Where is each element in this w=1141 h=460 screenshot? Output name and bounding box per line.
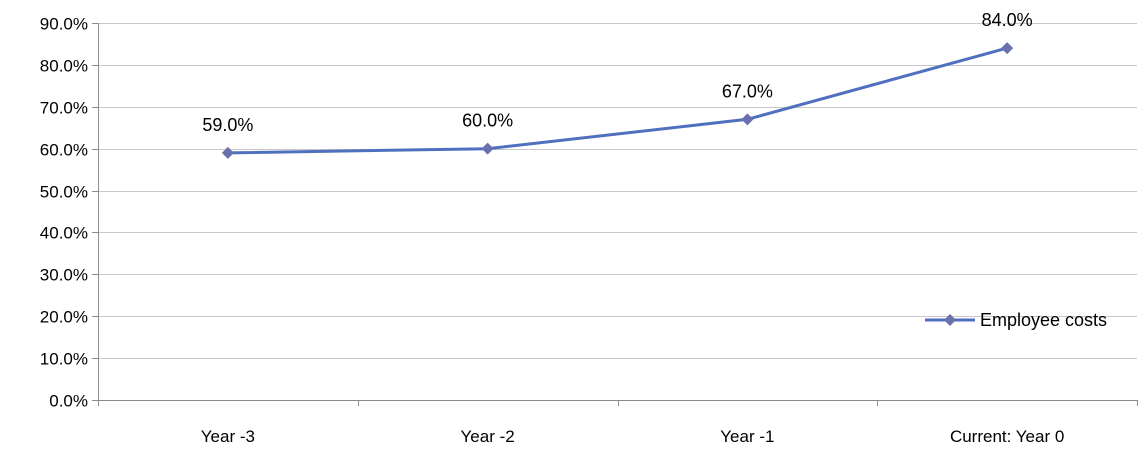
y-tick-label: 20.0% bbox=[40, 308, 88, 327]
gridlines bbox=[98, 23, 1137, 359]
y-tick-label: 50.0% bbox=[40, 183, 88, 202]
data-labels: 59.0% 60.0% 67.0% 84.0% bbox=[202, 10, 1032, 135]
y-tick-label: 0.0% bbox=[49, 392, 88, 411]
legend-marker bbox=[944, 314, 956, 326]
y-tick-label: 90.0% bbox=[40, 15, 88, 34]
data-label: 60.0% bbox=[462, 111, 513, 131]
data-point-marker bbox=[221, 146, 234, 159]
data-label: 84.0% bbox=[982, 10, 1033, 30]
axes bbox=[92, 23, 1138, 406]
x-tick-label: Year -1 bbox=[720, 427, 774, 446]
x-tick-label: Year -3 bbox=[201, 427, 255, 446]
y-tick-label: 70.0% bbox=[40, 99, 88, 118]
legend-label: Employee costs bbox=[980, 310, 1107, 330]
data-point-marker bbox=[481, 142, 494, 155]
data-point-marker bbox=[1001, 42, 1014, 55]
data-point-marker bbox=[741, 113, 754, 126]
x-tick-label: Current: Year 0 bbox=[950, 427, 1064, 446]
series-line bbox=[227, 46, 1008, 155]
data-label: 67.0% bbox=[722, 81, 773, 101]
y-tick-label: 80.0% bbox=[40, 57, 88, 76]
x-tick-label: Year -2 bbox=[461, 427, 515, 446]
y-tick-label: 10.0% bbox=[40, 350, 88, 369]
legend: Employee costs bbox=[925, 310, 1107, 330]
series-employee-costs bbox=[221, 42, 1014, 159]
y-tick-label: 60.0% bbox=[40, 141, 88, 160]
y-tick-label: 40.0% bbox=[40, 224, 88, 243]
data-label: 59.0% bbox=[202, 115, 253, 135]
y-tick-labels: 0.0% 10.0% 20.0% 30.0% 40.0% 50.0% 60.0% 70.0% 8… bbox=[40, 15, 88, 411]
y-tick-label: 30.0% bbox=[40, 266, 88, 285]
x-tick-labels: Year -3 Year -2 Year -1 Current: Year 0 bbox=[201, 427, 1065, 446]
